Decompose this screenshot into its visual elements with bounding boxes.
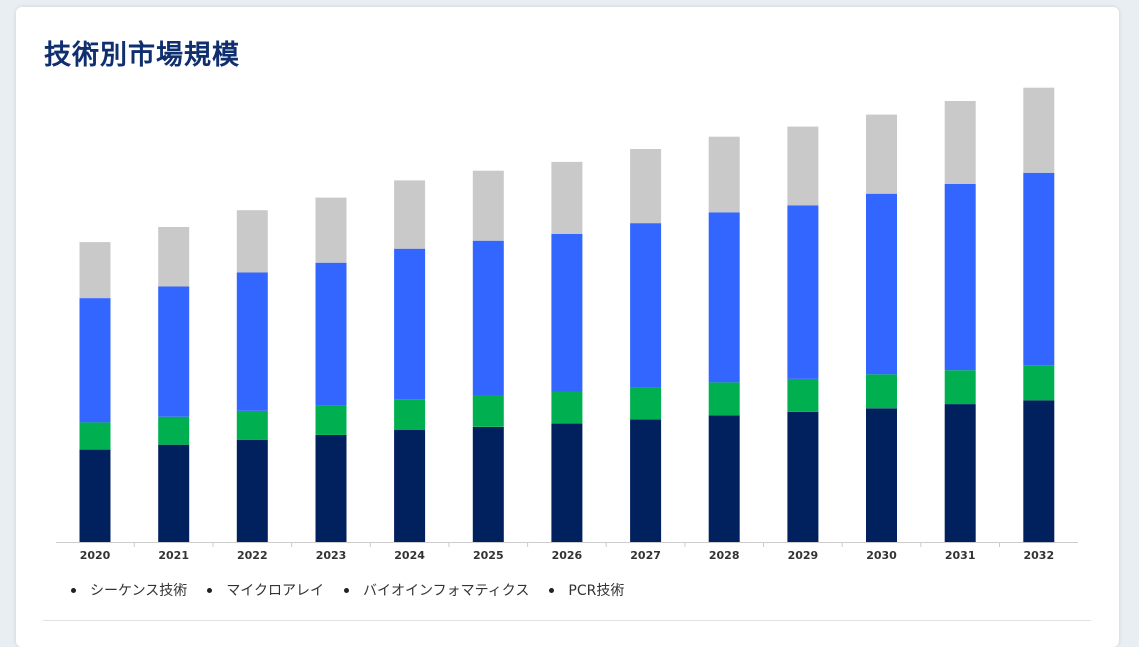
bar-segment-2026-s1[interactable] [551, 391, 583, 424]
bar-segment-2021-s2[interactable] [158, 286, 190, 417]
bar-segment-2027-s3[interactable] [630, 149, 662, 224]
bar-segment-2031-s2[interactable] [944, 184, 976, 371]
bar-segment-2024-s1[interactable] [394, 399, 426, 430]
bar-segment-2028-s3[interactable] [708, 136, 740, 213]
bars-group [79, 87, 1055, 543]
bar-segment-2029-s1[interactable] [787, 378, 819, 412]
bar-segment-2032-s0[interactable] [1023, 400, 1055, 543]
bar-segment-2030-s2[interactable] [866, 193, 897, 375]
bar-segment-2028-s2[interactable] [708, 212, 740, 383]
x-tick-label-2023: 2023 [316, 549, 347, 562]
x-tick-labels: 2020 2021 2022 2023 2024 2025 2026 2027 2028 2029… [80, 542, 1054, 562]
bar-segment-2027-s0[interactable] [630, 419, 662, 543]
bar-segment-2027-s2[interactable] [630, 223, 662, 388]
bar-segment-2032-s3[interactable] [1023, 87, 1055, 173]
bar-segment-2025-s1[interactable] [472, 395, 504, 427]
bar-segment-2030-s3[interactable] [866, 114, 897, 194]
bar-segment-2023-s0[interactable] [315, 434, 347, 542]
bar-segment-2030-s0[interactable] [866, 408, 897, 542]
x-tick-label-2031: 2031 [945, 549, 976, 562]
bar-segment-2029-s3[interactable] [787, 126, 819, 206]
bar-segment-2032-s2[interactable] [1023, 172, 1055, 366]
bar-segment-2023-s1[interactable] [315, 405, 347, 435]
bar-segment-2030-s1[interactable] [866, 374, 897, 409]
bar-segment-2031-s0[interactable] [944, 404, 976, 542]
x-tick-label-2028: 2028 [709, 549, 740, 562]
legend: シーケンス技術 マイクロアレイ バイオインフォマティクス PCR技術 [71, 580, 644, 600]
bar-segment-2027-s1[interactable] [630, 387, 662, 420]
bar-segment-2023-s2[interactable] [315, 262, 347, 406]
bar-segment-2020-s2[interactable] [79, 298, 111, 423]
bar-segment-2028-s1[interactable] [708, 382, 740, 416]
x-tick-label-2030: 2030 [866, 549, 897, 562]
bar-segment-2029-s2[interactable] [787, 205, 819, 379]
bar-segment-2028-s0[interactable] [708, 415, 740, 542]
bar-segment-2022-s3[interactable] [236, 210, 268, 273]
bar-segment-2025-s3[interactable] [472, 170, 504, 241]
divider [43, 620, 1091, 621]
x-tick-label-2032: 2032 [1023, 549, 1054, 562]
x-tick-label-2024: 2024 [394, 549, 425, 562]
x-tick-label-2022: 2022 [237, 549, 268, 562]
bar-segment-2031-s3[interactable] [944, 101, 976, 184]
chart-card: 技術別市場規模 2020 2021 2022 2023 2024 2025 2026 2027… [16, 7, 1119, 647]
bar-segment-2021-s0[interactable] [158, 444, 190, 542]
bar-segment-2022-s0[interactable] [236, 439, 268, 542]
bar-segment-2024-s2[interactable] [394, 248, 426, 400]
legend-label: シーケンス技術 [90, 583, 188, 599]
legend-label: バイオインフォマティクス [363, 583, 530, 599]
bar-segment-2021-s1[interactable] [158, 416, 190, 445]
legend-bullet-icon [549, 587, 555, 593]
bar-segment-2025-s2[interactable] [472, 240, 504, 395]
bar-segment-2024-s3[interactable] [394, 180, 426, 249]
bar-segment-2022-s2[interactable] [236, 272, 268, 411]
legend-bullet-icon [207, 587, 213, 593]
bar-segment-2031-s1[interactable] [944, 370, 976, 405]
x-tick-label-2020: 2020 [80, 549, 111, 562]
legend-item-pcr[interactable]: PCR技術 [549, 580, 624, 600]
legend-label: マイクロアレイ [226, 583, 325, 599]
legend-bullet-icon [71, 587, 76, 593]
bar-segment-2020-s3[interactable] [79, 242, 111, 299]
bar-segment-2032-s1[interactable] [1023, 365, 1055, 401]
bar-segment-2020-s1[interactable] [79, 422, 111, 450]
x-tick-label-2026: 2026 [552, 549, 583, 562]
legend-item-bioinformatics[interactable]: バイオインフォマティクス [344, 580, 529, 600]
legend-label: PCR技術 [568, 583, 625, 599]
bar-segment-2022-s1[interactable] [236, 410, 268, 440]
legend-item-sequencing[interactable]: シーケンス技術 [71, 580, 187, 600]
stacked-bar-chart: 2020 2021 2022 2023 2024 2025 2026 2027 2028 2029… [56, 87, 1078, 562]
bar-segment-2025-s0[interactable] [472, 426, 504, 542]
bar-segment-2020-s0[interactable] [79, 449, 111, 542]
bar-segment-2029-s0[interactable] [787, 411, 819, 542]
bar-segment-2026-s3[interactable] [551, 161, 583, 234]
x-tick-label-2021: 2021 [158, 549, 189, 562]
x-tick-label-2029: 2029 [788, 549, 819, 562]
bar-segment-2021-s3[interactable] [158, 227, 190, 287]
x-tick-label-2027: 2027 [630, 549, 661, 562]
x-tick-label-2025: 2025 [473, 549, 504, 562]
bar-segment-2024-s0[interactable] [394, 430, 426, 542]
chart-title: 技術別市場規模 [44, 40, 240, 71]
bar-segment-2026-s2[interactable] [551, 234, 583, 392]
legend-item-microarray[interactable]: マイクロアレイ [207, 580, 324, 600]
bar-segment-2026-s0[interactable] [551, 423, 583, 542]
bar-segment-2023-s3[interactable] [315, 197, 347, 263]
legend-bullet-icon [344, 587, 350, 593]
